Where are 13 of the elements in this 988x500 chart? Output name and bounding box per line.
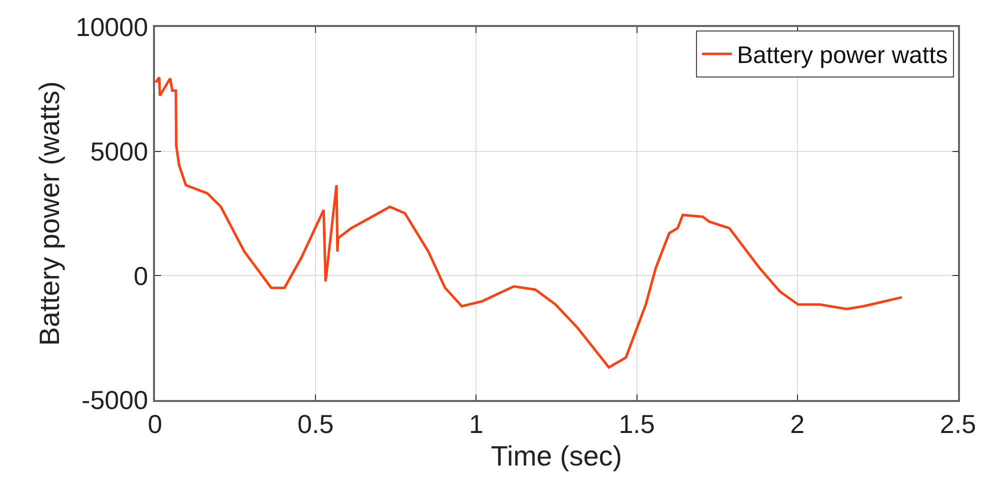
y-axis-title: Battery power (watts)	[34, 81, 65, 346]
line-series	[155, 76, 904, 369]
y-tick-label: 10000	[76, 12, 148, 42]
x-tick-label: 1	[468, 408, 484, 439]
x-tick-label: 0.5	[298, 408, 334, 439]
x-tick-label: 1.5	[618, 408, 655, 439]
x-tick-label: 2.5	[940, 408, 976, 439]
y-tick-label: 0	[134, 260, 148, 291]
x-axis-title: Time (sec)	[490, 440, 622, 472]
legend-label: Battery power watts	[736, 42, 948, 70]
y-tick-label: 5000	[90, 136, 148, 166]
x-tick-label: 2	[790, 408, 805, 439]
y-tick-label: -5000	[82, 385, 148, 416]
